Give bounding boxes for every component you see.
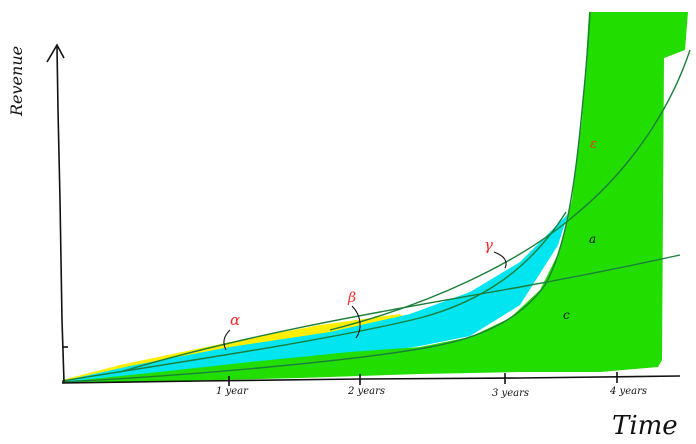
alpha-leader xyxy=(223,329,231,351)
y-axis-label: Revenue xyxy=(7,46,26,117)
annotation-leaders xyxy=(223,251,507,351)
x-tick-label-4: 4 years xyxy=(609,386,647,397)
annotation-epsilon: ε xyxy=(590,137,597,152)
green-region xyxy=(62,12,688,383)
curves xyxy=(61,11,691,383)
annotation-gamma: γ xyxy=(484,236,493,254)
y-axis xyxy=(56,46,65,383)
curve-upper-cyan xyxy=(61,211,567,382)
x-tick-label-1: 1 year xyxy=(216,386,249,397)
axes xyxy=(46,43,681,386)
x-tick-label-2: 2 years xyxy=(347,386,385,397)
x-axis-label: Time xyxy=(612,411,678,441)
curve-line-a xyxy=(119,254,681,373)
gamma-leader xyxy=(493,251,507,269)
annotation-alpha: α xyxy=(230,311,240,329)
curve-main-exponential xyxy=(61,11,591,383)
y-axis-arrowhead xyxy=(46,43,65,63)
annotation-a: a xyxy=(589,232,596,246)
x-tick-label-3: 3 years xyxy=(492,388,529,399)
annotation-beta: β xyxy=(347,290,356,306)
annotation-c: c xyxy=(563,308,570,322)
beta-leader xyxy=(351,305,361,339)
cyan-region xyxy=(62,214,568,381)
curve-epsilon xyxy=(329,49,691,331)
